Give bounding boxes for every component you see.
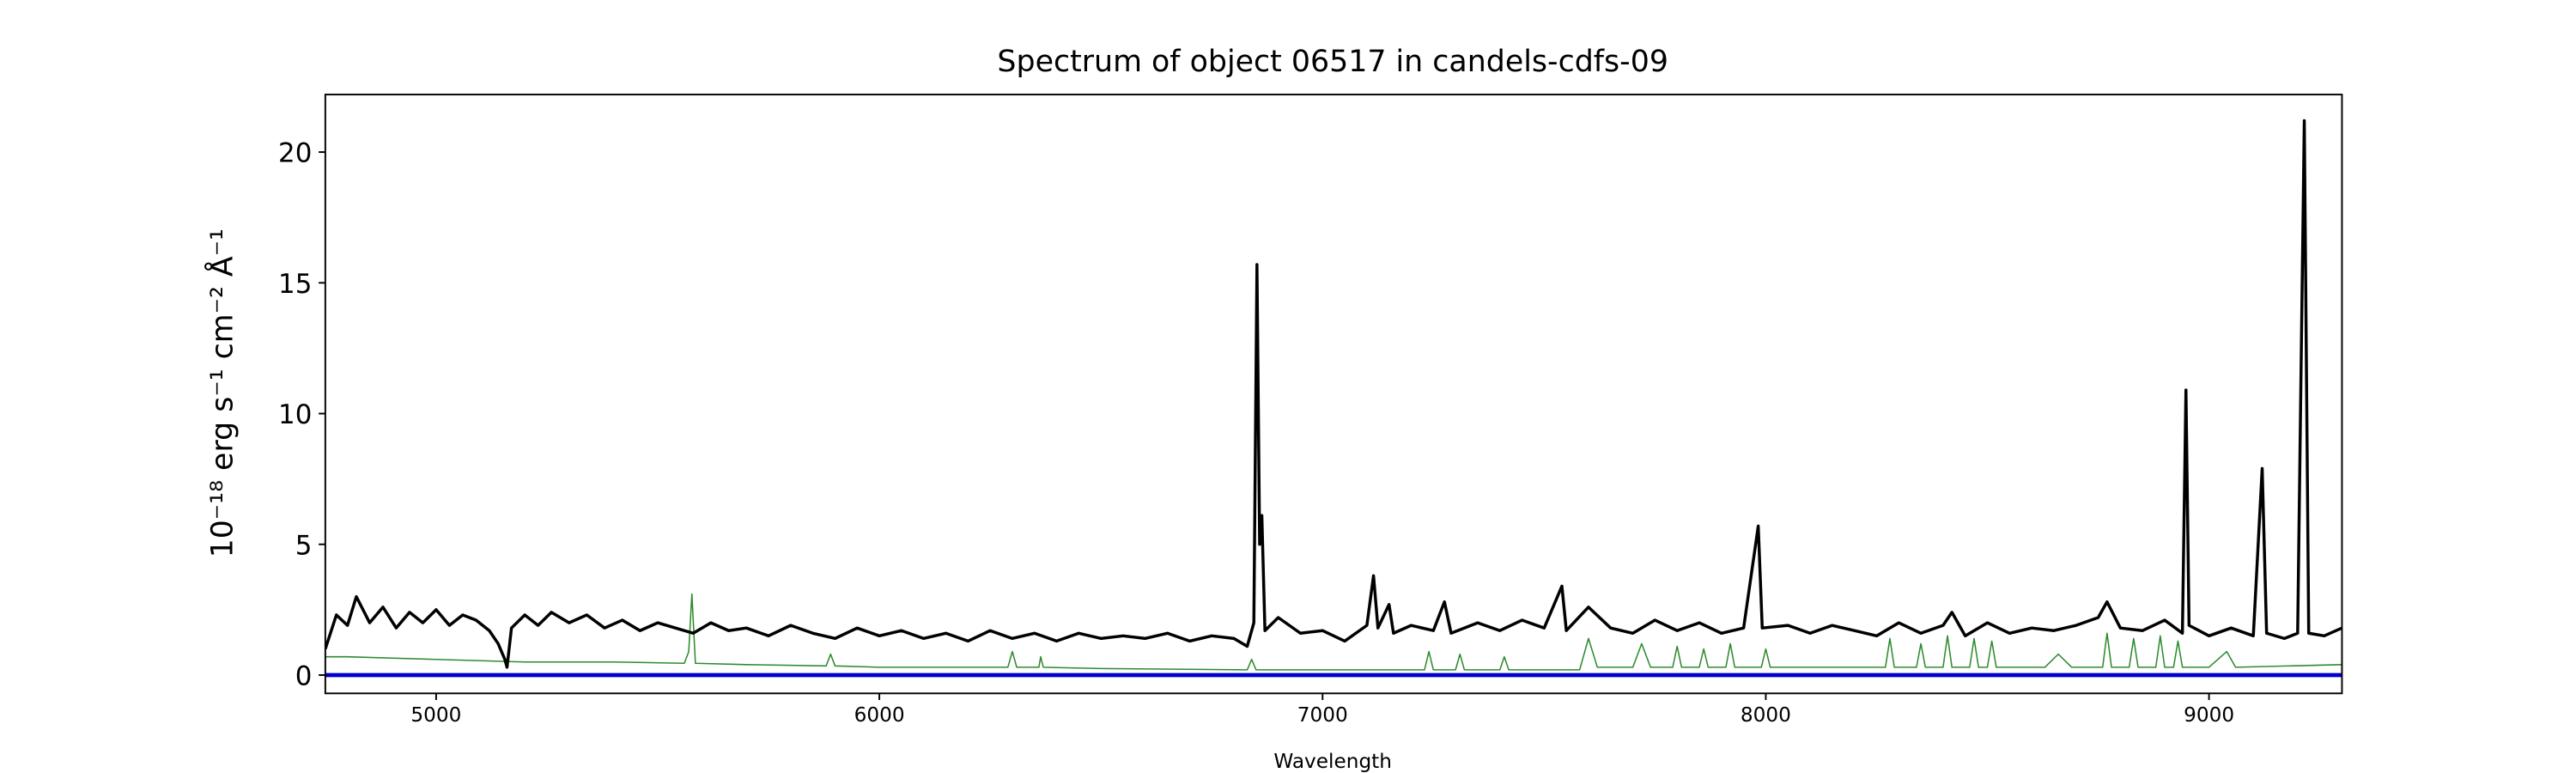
x-tick-label: 5000 — [410, 703, 461, 727]
x-axis-label: Wavelength — [1273, 750, 1392, 773]
x-tick-label: 7000 — [1297, 703, 1348, 727]
chart-title: Spectrum of object 06517 in candels-cdfs… — [997, 45, 1668, 79]
x-tick-label: 6000 — [854, 703, 905, 727]
y-axis-label: 10⁻¹⁸ erg s⁻¹ cm⁻² Å⁻¹ — [204, 228, 240, 557]
y-tick-label: 5 — [295, 530, 313, 561]
y-tick-label: 0 — [295, 661, 313, 692]
y-tick-label: 10 — [278, 399, 312, 430]
x-tick-label: 9000 — [2184, 703, 2234, 727]
y-tick-label: 15 — [278, 269, 312, 300]
plot-frame — [324, 94, 2343, 695]
y-tick-label: 20 — [278, 138, 312, 169]
spectrum-line — [325, 593, 2342, 671]
x-tick-label: 8000 — [1741, 703, 1791, 727]
spectrum-line — [325, 119, 2342, 669]
